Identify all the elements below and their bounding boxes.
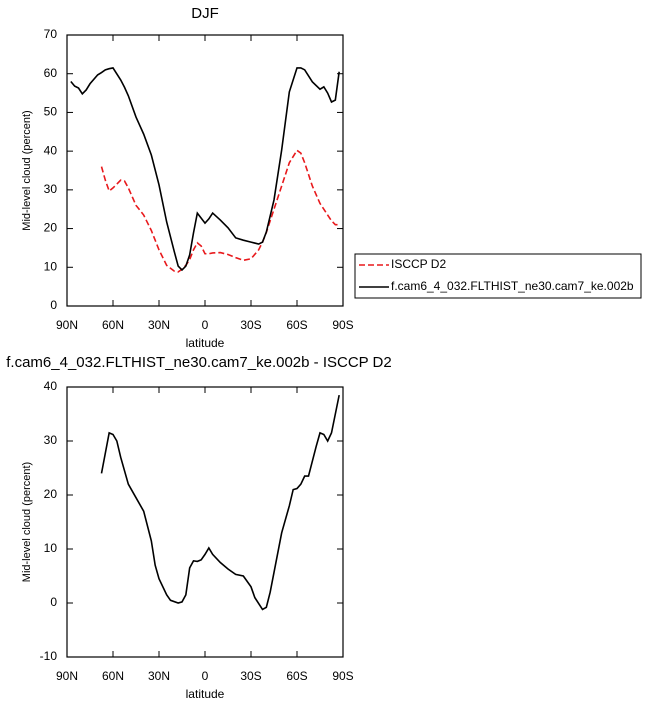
x-tick-label: 90N bbox=[56, 669, 78, 683]
x-tick-label: 90S bbox=[332, 669, 353, 683]
y-tick-label: 20 bbox=[44, 221, 58, 235]
y-tick-label: 0 bbox=[50, 595, 57, 609]
x-tick-label: 30N bbox=[148, 669, 170, 683]
x-tick-label: 60S bbox=[286, 669, 307, 683]
y-tick-label: 70 bbox=[44, 27, 58, 41]
y-tick-label: -10 bbox=[40, 649, 58, 663]
legend-box bbox=[354, 253, 642, 299]
y-tick-label: 10 bbox=[44, 541, 58, 555]
data-line bbox=[100, 149, 340, 273]
data-line bbox=[100, 394, 340, 611]
plot-frame bbox=[66, 34, 344, 307]
y-axis-label: Mid-level cloud (percent) bbox=[21, 462, 33, 582]
x-tick-label: 90N bbox=[56, 318, 78, 332]
chart-title: f.cam6_4_032.FLTHIST_ne30.cam7_ke.002b -… bbox=[6, 354, 391, 371]
legend-label: f.cam6_4_032.FLTHIST_ne30.cam7_ke.002b bbox=[391, 279, 634, 293]
y-tick-label: 10 bbox=[44, 259, 58, 273]
x-tick-label: 30S bbox=[240, 669, 261, 683]
x-tick-label: 0 bbox=[202, 669, 209, 683]
x-tick-label: 60N bbox=[102, 318, 124, 332]
y-tick-label: 20 bbox=[44, 487, 58, 501]
y-tick-label: 30 bbox=[44, 182, 58, 196]
x-axis-label: latitude bbox=[186, 687, 225, 701]
y-tick-label: 0 bbox=[50, 298, 57, 312]
x-tick-label: 60S bbox=[286, 318, 307, 332]
y-tick-label: 40 bbox=[44, 379, 58, 393]
data-line bbox=[70, 67, 340, 272]
x-tick-label: 0 bbox=[202, 318, 209, 332]
x-tick-label: 30S bbox=[240, 318, 261, 332]
plot-frame bbox=[66, 386, 344, 658]
y-tick-label: 60 bbox=[44, 66, 58, 80]
legend-label: ISCCP D2 bbox=[391, 257, 446, 271]
x-tick-label: 30N bbox=[148, 318, 170, 332]
x-axis-label: latitude bbox=[186, 336, 225, 350]
y-axis-label: Mid-level cloud (percent) bbox=[21, 110, 33, 230]
x-tick-label: 90S bbox=[332, 318, 353, 332]
chart-title: DJF bbox=[191, 5, 219, 22]
y-tick-label: 50 bbox=[44, 105, 58, 119]
y-tick-label: 30 bbox=[44, 433, 58, 447]
y-tick-label: 40 bbox=[44, 143, 58, 157]
x-tick-label: 60N bbox=[102, 669, 124, 683]
